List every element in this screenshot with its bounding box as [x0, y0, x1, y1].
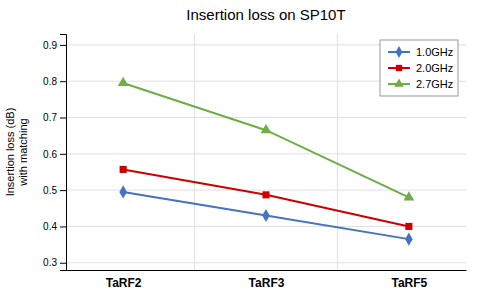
- title: Insertion loss on SP10T: [186, 6, 345, 23]
- category-separator: [337, 34, 338, 270]
- grid-line: [66, 262, 466, 263]
- x-tick: TaRF3: [249, 276, 285, 290]
- y-tick-mark: [60, 81, 66, 82]
- x-tick-label: TaRF3: [249, 276, 285, 290]
- data-point: [261, 124, 272, 133]
- x-tick-label: TaRF2: [106, 276, 142, 290]
- legend-marker: [396, 46, 403, 58]
- x-tick: TaRF2: [106, 276, 142, 290]
- x-tick-label: TaRF5: [391, 276, 427, 290]
- y-tick: 0.4: [43, 221, 66, 232]
- y-tick: 0.8: [43, 76, 66, 87]
- legend-item: 1.0GHz: [388, 46, 453, 58]
- y-tick-label: 0.8: [43, 76, 57, 87]
- y-tick: 0.7: [43, 112, 66, 123]
- data-point: [119, 185, 127, 198]
- data-point: [405, 233, 413, 246]
- data-point: [403, 191, 414, 200]
- series-line: [123, 192, 409, 239]
- data-point: [405, 223, 412, 230]
- data-point: [118, 77, 129, 86]
- x-tick: TaRF5: [391, 276, 427, 290]
- data-point: [262, 209, 270, 222]
- chart: Insertion loss on SP10T0.30.40.50.60.70.…: [0, 0, 480, 298]
- grid: [66, 34, 466, 270]
- y-tick-label: 0.7: [43, 112, 57, 123]
- x-axis-line: [67, 270, 467, 271]
- legend-marker: [396, 65, 402, 71]
- y-tick-label: 0.9: [43, 40, 57, 51]
- y-tick-mark: [60, 190, 66, 191]
- legend-label: 2.7GHz: [416, 78, 453, 90]
- data-point: [262, 191, 269, 198]
- legend-box: [380, 40, 458, 96]
- grid-line: [66, 117, 466, 118]
- y-tick: 0.5: [43, 185, 66, 196]
- series-group: [118, 77, 414, 246]
- y-tick-mark: [60, 45, 66, 46]
- legend: 1.0GHz 2.0GHz 2.7GHz: [380, 40, 458, 96]
- series: [119, 185, 412, 245]
- series-line: [123, 83, 409, 197]
- y-tick-mark: [60, 263, 66, 264]
- category-separator: [194, 34, 195, 270]
- y-axis-title-line: Insertion loss (dB): [4, 108, 16, 197]
- grid-line: [66, 153, 466, 154]
- legend-marker: [394, 78, 404, 86]
- y-axis-title: Insertion loss (dB)with matching: [4, 108, 29, 197]
- legend-label: 1.0GHz: [416, 46, 453, 58]
- y-axis-line: [60, 35, 67, 271]
- y-tick-label: 0.5: [43, 185, 57, 196]
- y-tick-label: 0.6: [43, 149, 57, 160]
- y-tick: 0.9: [43, 40, 66, 51]
- y-tick: 0.6: [43, 149, 66, 160]
- legend-item: 2.7GHz: [388, 78, 453, 90]
- x-axis: TaRF2 TaRF3 TaRF5: [67, 271, 467, 290]
- series: [120, 166, 413, 230]
- series: [118, 77, 414, 201]
- y-tick-mark: [60, 226, 66, 227]
- y-tick-label: 0.3: [43, 257, 57, 268]
- y-tick-label: 0.4: [43, 221, 57, 232]
- plot: 0.3 0.4 0.5 0.6 0.7 0.8 0.9 TaRF2 TaRF3 TaRF5 1.0G…: [43, 34, 466, 290]
- y-axis: 0.3 0.4 0.5 0.6 0.7 0.8 0.9: [43, 35, 66, 271]
- legend-item: 2.0GHz: [388, 62, 453, 74]
- data-point: [120, 166, 127, 173]
- legend-label: 2.0GHz: [416, 62, 453, 74]
- y-tick: 0.3: [43, 257, 66, 268]
- y-tick-mark: [60, 118, 66, 119]
- y-tick-mark: [60, 154, 66, 155]
- y-axis-title-line: with matching: [17, 118, 29, 186]
